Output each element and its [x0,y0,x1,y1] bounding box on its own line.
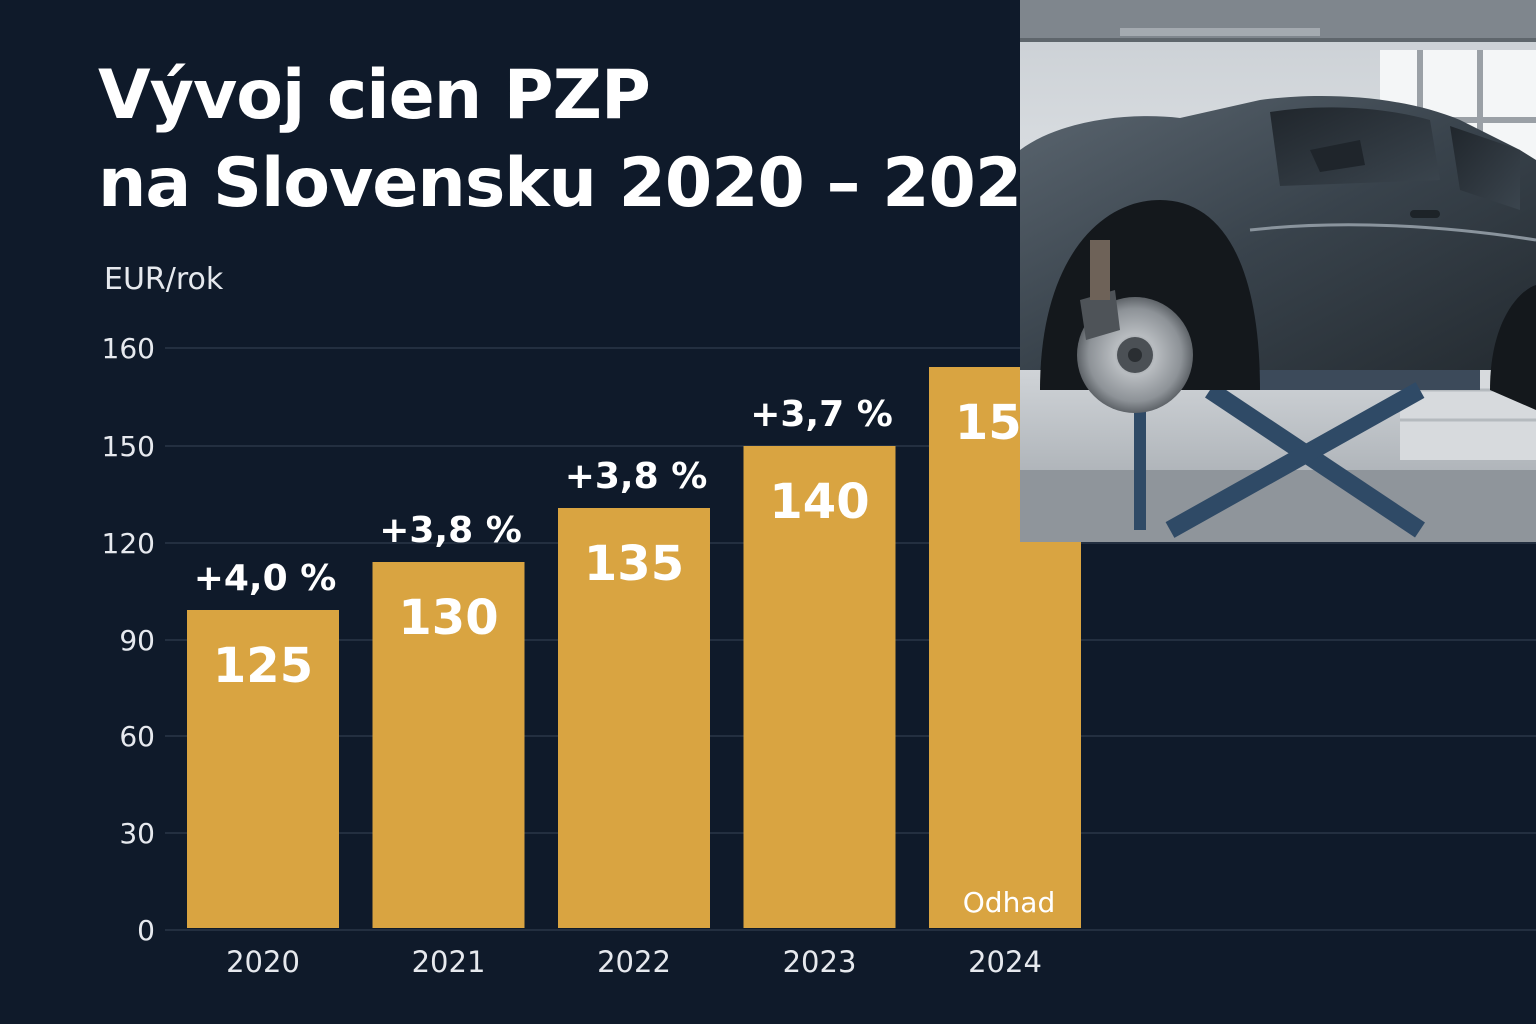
y-tick-label: 160 [102,332,155,365]
y-axis-unit-label: EUR/rok [104,262,224,297]
y-tick-label: 120 [102,527,155,560]
car-on-lift-image [1020,0,1536,542]
bar-2021 [372,562,525,928]
y-tick-label: 150 [102,430,155,463]
car-photo-illustration [1020,0,1536,542]
bar-2020 [187,610,339,928]
x-tick-label: 2021 [412,945,486,979]
growth-label: +3,8 % [379,510,522,551]
chart-title: Vývoj cien PZP na Slovensku 2020 – 2025 [98,52,1068,228]
x-axis-ticks: 2020 2021 2022 2023 2024 [226,945,1042,979]
y-tick-label: 60 [119,720,155,753]
bar-value-label: 125 [213,638,313,694]
x-tick-label: 2020 [226,945,300,979]
bar-2022 [558,508,710,928]
bars [187,367,1081,928]
growth-label: +3,8 % [565,456,708,497]
chart-title-line-2: na Slovensku 2020 – 2025 [98,144,1068,223]
growth-label: +3,7 % [750,394,893,435]
chart-title-line-1: Vývoj cien PZP [98,56,651,135]
growth-label: +4,0 % [194,558,337,599]
x-tick-label: 2024 [968,945,1042,979]
bar-2023 [743,446,896,928]
y-tick-label: 0 [137,914,155,947]
y-tick-label: 90 [119,624,155,657]
bar-value-label: 140 [769,474,869,530]
y-tick-label: 30 [119,817,155,850]
estimate-note: Odhad [963,886,1056,919]
bar-value-label: 135 [584,536,684,592]
y-axis-ticks: 0 30 60 90 120 150 160 [102,332,155,947]
bar-value-label: 130 [398,590,498,646]
x-tick-label: 2022 [597,945,671,979]
x-tick-label: 2023 [783,945,857,979]
